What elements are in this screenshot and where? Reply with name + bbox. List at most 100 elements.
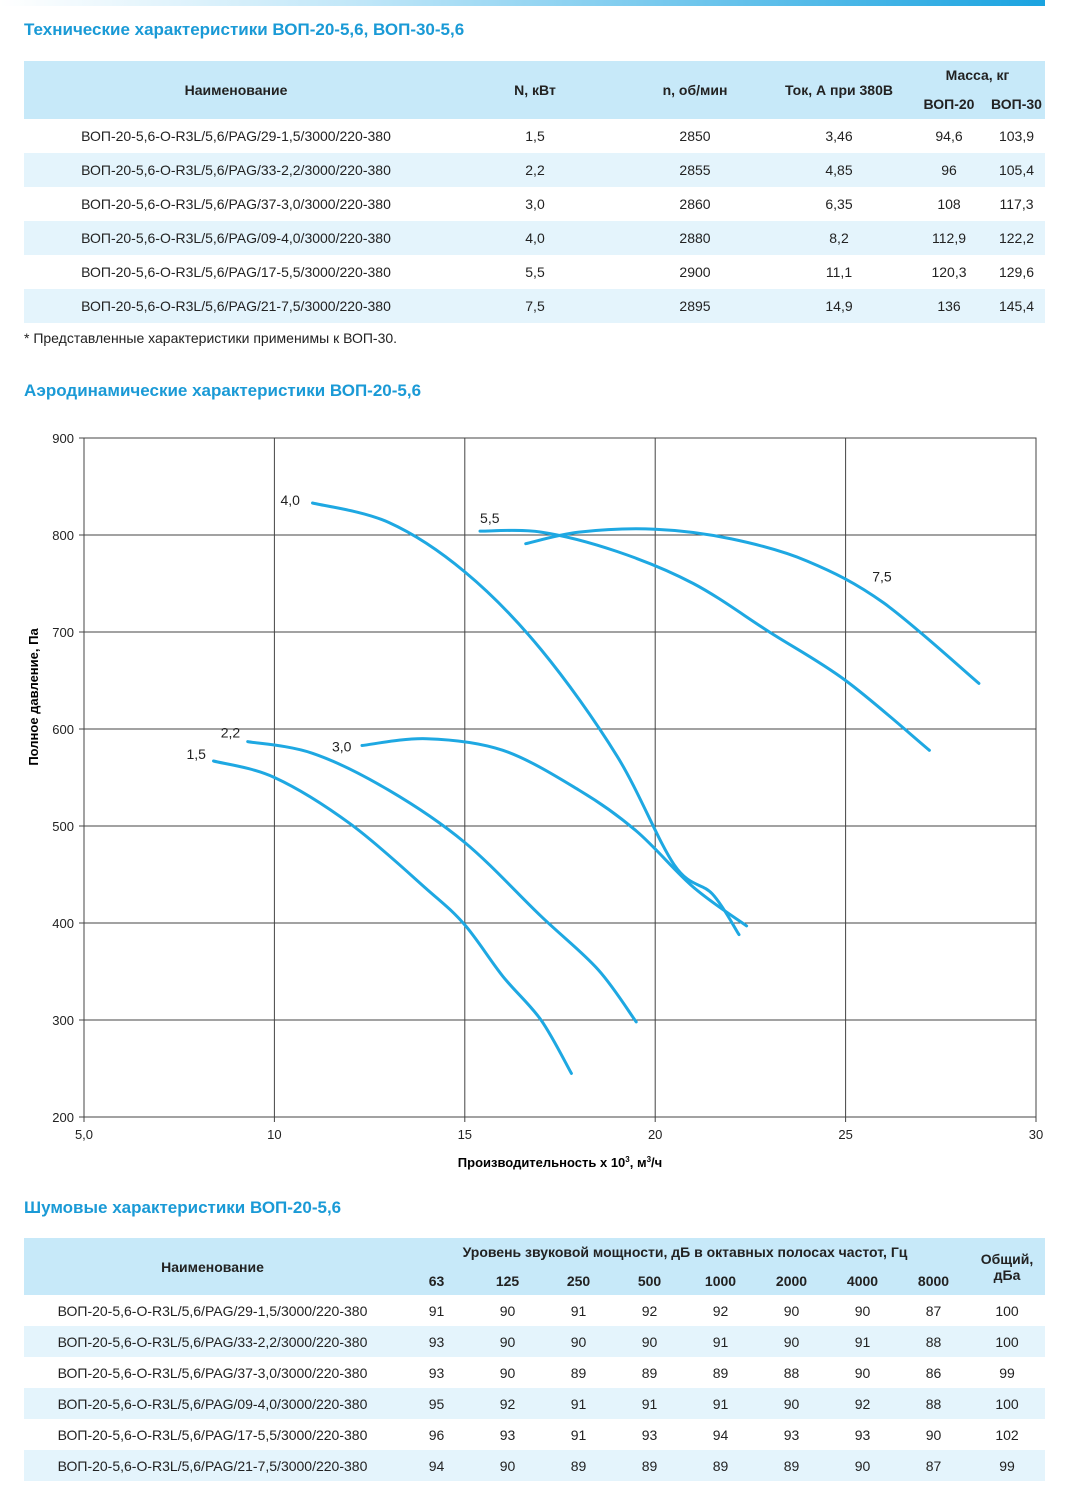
- curve-1-5: [212, 759, 573, 1075]
- y-tick-label: 600: [52, 722, 74, 737]
- chart-curves: [212, 501, 981, 1075]
- tech-cell-power: 4,0: [448, 221, 622, 255]
- curve-3-0: [360, 737, 749, 928]
- noise-cell-value: 90: [925, 1426, 942, 1443]
- table-row: ВОП-20-5,6-O-R3L/5,6/PAG/33-2,2/3000/220…: [24, 153, 1045, 187]
- tech-cell-power: 5,5: [525, 264, 545, 280]
- noise-cell-value: 89: [570, 1364, 587, 1381]
- table-row: ВОП-20-5,6-O-R3L/5,6/PAG/29-1,5/3000/220…: [24, 119, 1045, 153]
- tech-section-title: Технические характеристики ВОП-20-5,6, В…: [24, 20, 465, 39]
- noise-cell-value: 91: [685, 1388, 756, 1419]
- noise-cell-value: 91: [428, 1302, 445, 1319]
- noise-cell-value: 88: [898, 1326, 969, 1357]
- noise-cell-value: 89: [756, 1450, 827, 1481]
- noise-header-freq: 8000: [898, 1266, 969, 1295]
- noise-cell-value: 91: [827, 1326, 898, 1357]
- noise-header-freq: 2000: [756, 1266, 827, 1295]
- series-label: 4,0: [280, 492, 300, 508]
- tech-table: Наименование N, кВт n, об/мин Ток, А при…: [24, 61, 1045, 323]
- noise-header-freq: 4000: [827, 1266, 898, 1295]
- tech-cell-mass30: 122,2: [988, 221, 1045, 255]
- tech-cell-name: ВОП-20-5,6-O-R3L/5,6/PAG/33-2,2/3000/220…: [24, 153, 448, 187]
- noise-cell-total: 99: [999, 1364, 1015, 1381]
- noise-header-total: Общий, дБа: [969, 1238, 1045, 1295]
- tech-cell-power: 7,5: [448, 289, 622, 323]
- table-row: ВОП-20-5,6-O-R3L/5,6/PAG/17-5,5/3000/220…: [24, 1419, 1045, 1450]
- noise-table: Наименование Уровень звуковой мощности, …: [24, 1238, 1045, 1481]
- tech-cell-current: 8,2: [768, 221, 910, 255]
- noise-cell-value: 93: [499, 1426, 516, 1443]
- noise-header-freq: 125: [472, 1266, 543, 1295]
- tech-header-mass30: ВОП-30: [988, 89, 1045, 119]
- noise-header-freq: 250: [543, 1266, 614, 1295]
- y-tick-label: 500: [52, 819, 74, 834]
- table-row: ВОП-20-5,6-O-R3L/5,6/PAG/09-4,0/3000/220…: [24, 221, 1045, 255]
- x-tick-label: 30: [1029, 1127, 1043, 1142]
- noise-cell-value: 93: [428, 1364, 445, 1381]
- noise-cell-value: 90: [783, 1302, 800, 1319]
- noise-header-level: Уровень звуковой мощности, дБ в октавных…: [401, 1238, 969, 1266]
- y-tick-label: 200: [52, 1110, 74, 1125]
- y-tick-label: 800: [52, 528, 74, 543]
- noise-cell-value: 93: [641, 1426, 658, 1443]
- tech-cell-rpm: 2860: [679, 196, 711, 212]
- tech-cell-current: 3,46: [825, 128, 853, 144]
- noise-cell-value: 90: [756, 1326, 827, 1357]
- noise-header-freq: 1000: [685, 1266, 756, 1295]
- noise-cell-value: 94: [401, 1450, 472, 1481]
- tech-cell-current: 11,1: [825, 264, 853, 280]
- noise-cell-total: 100: [995, 1302, 1019, 1319]
- noise-cell-value: 93: [401, 1326, 472, 1357]
- series-label: 2,2: [221, 725, 241, 741]
- tech-cell-mass20: 136: [910, 289, 988, 323]
- noise-cell-value: 90: [472, 1326, 543, 1357]
- aero-section-title: Аэродинамические характеристики ВОП-20-5…: [24, 381, 422, 400]
- noise-cell-value: 93: [783, 1426, 800, 1443]
- tech-cell-current: 4,85: [768, 153, 910, 187]
- tech-cell-current: 6,35: [825, 196, 853, 212]
- noise-cell-total: 100: [969, 1388, 1045, 1419]
- tech-header-power: N, кВт: [448, 61, 622, 119]
- noise-cell-value: 91: [570, 1426, 587, 1443]
- tech-cell-rpm: 2850: [679, 128, 711, 144]
- noise-cell-value: 88: [898, 1388, 969, 1419]
- curve-5-5: [478, 528, 931, 752]
- table-row: ВОП-20-5,6-O-R3L/5,6/PAG/21-7,5/3000/220…: [24, 289, 1045, 323]
- noise-cell-name: ВОП-20-5,6-O-R3L/5,6/PAG/09-4,0/3000/220…: [24, 1388, 401, 1419]
- tech-header-current: Ток, А при 380В: [768, 61, 910, 119]
- noise-cell-name: ВОП-20-5,6-O-R3L/5,6/PAG/33-2,2/3000/220…: [24, 1326, 401, 1357]
- chart-grid: 5,0 10 15 20 25 30 200 300 400 500 600 700 800 900: [52, 431, 1043, 1142]
- tech-cell-power: 2,2: [448, 153, 622, 187]
- tech-header-mass20: ВОП-20: [910, 89, 988, 119]
- x-tick-label: 5,0: [75, 1127, 93, 1142]
- tech-cell-power: 1,5: [525, 128, 545, 144]
- tech-cell-current: 14,9: [768, 289, 910, 323]
- y-tick-label: 700: [52, 625, 74, 640]
- tech-header-name: Наименование: [24, 61, 448, 119]
- noise-cell-value: 90: [499, 1302, 516, 1319]
- noise-cell-value: 92: [712, 1302, 729, 1319]
- noise-cell-value: 92: [641, 1302, 658, 1319]
- tech-cell-power: 3,0: [525, 196, 545, 212]
- tech-cell-mass20: 94,6: [935, 128, 963, 144]
- curve-4-0: [311, 501, 741, 937]
- noise-cell-value: 90: [756, 1388, 827, 1419]
- noise-cell-value: 90: [854, 1302, 871, 1319]
- noise-cell-name: ВОП-20-5,6-O-R3L/5,6/PAG/17-5,5/3000/220…: [57, 1426, 368, 1443]
- noise-cell-value: 93: [854, 1426, 871, 1443]
- noise-cell-total: 100: [969, 1326, 1045, 1357]
- noise-cell-value: 90: [543, 1326, 614, 1357]
- noise-cell-value: 86: [925, 1364, 942, 1381]
- tech-cell-name: ВОП-20-5,6-O-R3L/5,6/PAG/21-7,5/3000/220…: [24, 289, 448, 323]
- tech-cell-name: ВОП-20-5,6-O-R3L/5,6/PAG/29-1,5/3000/220…: [81, 128, 391, 144]
- noise-cell-value: 89: [641, 1364, 658, 1381]
- tech-cell-mass30: 117,3: [999, 196, 1034, 212]
- noise-cell-value: 92: [472, 1388, 543, 1419]
- x-tick-label: 15: [458, 1127, 472, 1142]
- noise-cell-value: 90: [614, 1326, 685, 1357]
- y-tick-label: 400: [52, 916, 74, 931]
- tech-cell-mass30: 103,9: [998, 128, 1035, 144]
- tech-note: * Представленные характеристики применим…: [24, 330, 398, 346]
- x-tick-label: 20: [648, 1127, 662, 1142]
- noise-cell-value: 90: [499, 1364, 516, 1381]
